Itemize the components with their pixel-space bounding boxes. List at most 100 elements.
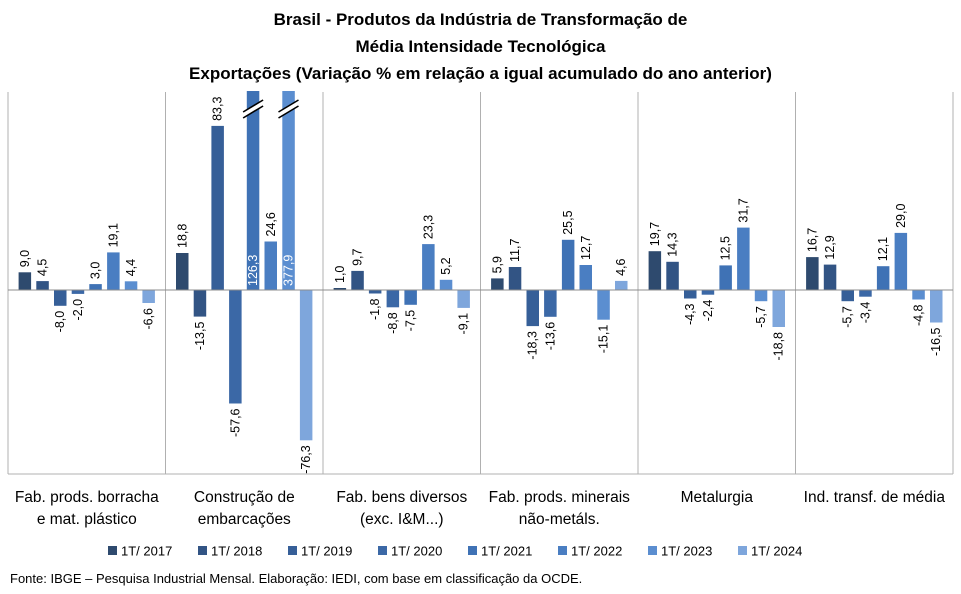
category-label: Fab. prods. borracha <box>15 489 159 506</box>
legend-label: 1T/ 2022 <box>571 544 622 559</box>
legend-swatch <box>378 546 387 555</box>
bar <box>299 290 313 441</box>
data-label: 16,7 <box>805 228 819 252</box>
chart-title-line-2: Média Intensidade Tecnológica <box>355 37 606 56</box>
bar <box>806 257 819 290</box>
bar <box>36 281 49 290</box>
legend-label: 1T/ 2018 <box>211 544 262 559</box>
bar <box>124 281 138 290</box>
data-label: 11,7 <box>508 239 522 262</box>
data-label: 25,5 <box>561 210 575 234</box>
data-label: 12,5 <box>719 236 733 260</box>
legend-label: 1T/ 2017 <box>121 544 172 559</box>
bar <box>404 290 417 305</box>
data-label: -2,4 <box>701 300 715 322</box>
bar <box>754 290 768 302</box>
data-label: 5,9 <box>490 256 504 273</box>
legend-swatch <box>738 546 747 555</box>
bar <box>823 264 837 290</box>
bar <box>526 290 539 327</box>
legend-swatch <box>468 546 477 555</box>
source-note: Fonte: IBGE – Pesquisa Industrial Mensal… <box>10 571 583 586</box>
data-label: -1,8 <box>368 298 382 320</box>
bar <box>894 232 908 290</box>
legend-swatch <box>198 546 207 555</box>
axes-layer: Fab. prods. borracha e mat. plástico Const… <box>7 92 954 528</box>
category-label: e mat. plástico <box>37 511 137 528</box>
data-label: 5,2 <box>439 257 453 274</box>
bar <box>264 241 277 290</box>
category-label: (exc. I&M...) <box>360 511 444 528</box>
data-label: -5,7 <box>841 306 855 328</box>
data-label: -76,3 <box>299 445 313 474</box>
category-label: Fab. bens diversos <box>336 489 467 506</box>
data-label: 31,7 <box>736 198 750 222</box>
bar <box>597 290 610 320</box>
data-label: 1,0 <box>333 266 347 283</box>
bar <box>89 284 102 290</box>
data-label: -18,3 <box>526 331 540 360</box>
data-label: 12,9 <box>823 235 837 259</box>
category-label: Ind. transf. de média <box>804 489 946 506</box>
data-label: -8,8 <box>386 312 400 334</box>
bar <box>561 239 575 290</box>
legend-swatch <box>558 546 567 555</box>
data-label: 19,7 <box>648 222 662 246</box>
bar <box>368 290 382 294</box>
bar <box>579 265 592 290</box>
bar <box>351 270 364 290</box>
bar <box>18 272 32 290</box>
data-label: -9,1 <box>457 313 471 335</box>
data-label: 4,4 <box>124 259 138 276</box>
bar <box>422 244 435 290</box>
legend-label: 1T/ 2020 <box>391 544 442 559</box>
bar <box>930 290 943 323</box>
bar <box>142 290 155 303</box>
bar <box>772 290 785 327</box>
bar <box>701 290 715 295</box>
data-label: 377,9 <box>282 255 296 286</box>
data-label: 9,0 <box>18 250 32 267</box>
data-label: 14,3 <box>666 232 680 256</box>
data-label: -57,6 <box>228 408 242 437</box>
bar <box>684 290 697 299</box>
bar <box>246 91 260 290</box>
axis-break-mark <box>242 99 264 113</box>
data-label: 29,0 <box>894 204 908 228</box>
data-labels-layer: 9,0 4,5 -8,0 -2,0 3,0 19,1 4,4 -6,6 18,8 -13,5 83,… <box>18 97 943 474</box>
data-label: -18,8 <box>772 332 786 361</box>
bar <box>71 290 85 294</box>
category-label: Metalurgia <box>681 489 754 506</box>
bar <box>719 265 732 290</box>
data-label: 12,1 <box>876 237 890 261</box>
bar <box>876 266 890 290</box>
bar <box>666 261 679 290</box>
data-label: -8,0 <box>53 311 67 333</box>
bar <box>544 290 557 317</box>
data-label: 12,7 <box>579 236 593 260</box>
data-label: 19,1 <box>106 223 120 247</box>
data-label: -15,1 <box>597 325 611 354</box>
bar <box>439 279 453 290</box>
data-label: 24,6 <box>264 212 278 236</box>
data-label: 4,6 <box>614 258 628 275</box>
data-label: -13,6 <box>543 322 557 351</box>
data-label: -5,7 <box>754 306 768 328</box>
bar <box>107 252 120 290</box>
bar <box>615 280 628 290</box>
category-label: Construção de <box>194 489 295 506</box>
bar <box>737 227 750 290</box>
chart-title-line-3: Exportações (Variação % em relação a igu… <box>189 64 772 83</box>
data-label: 9,7 <box>351 248 365 265</box>
axis-break-mark <box>278 99 299 113</box>
bar <box>386 290 400 308</box>
bar <box>282 91 295 290</box>
bars-layer <box>18 91 943 441</box>
data-label: 3,0 <box>89 262 103 279</box>
data-label: -4,8 <box>912 304 926 326</box>
data-label: 83,3 <box>211 97 225 121</box>
legend-label: 1T/ 2023 <box>661 544 712 559</box>
bar <box>859 290 872 297</box>
legend-label: 1T/ 2024 <box>751 544 802 559</box>
